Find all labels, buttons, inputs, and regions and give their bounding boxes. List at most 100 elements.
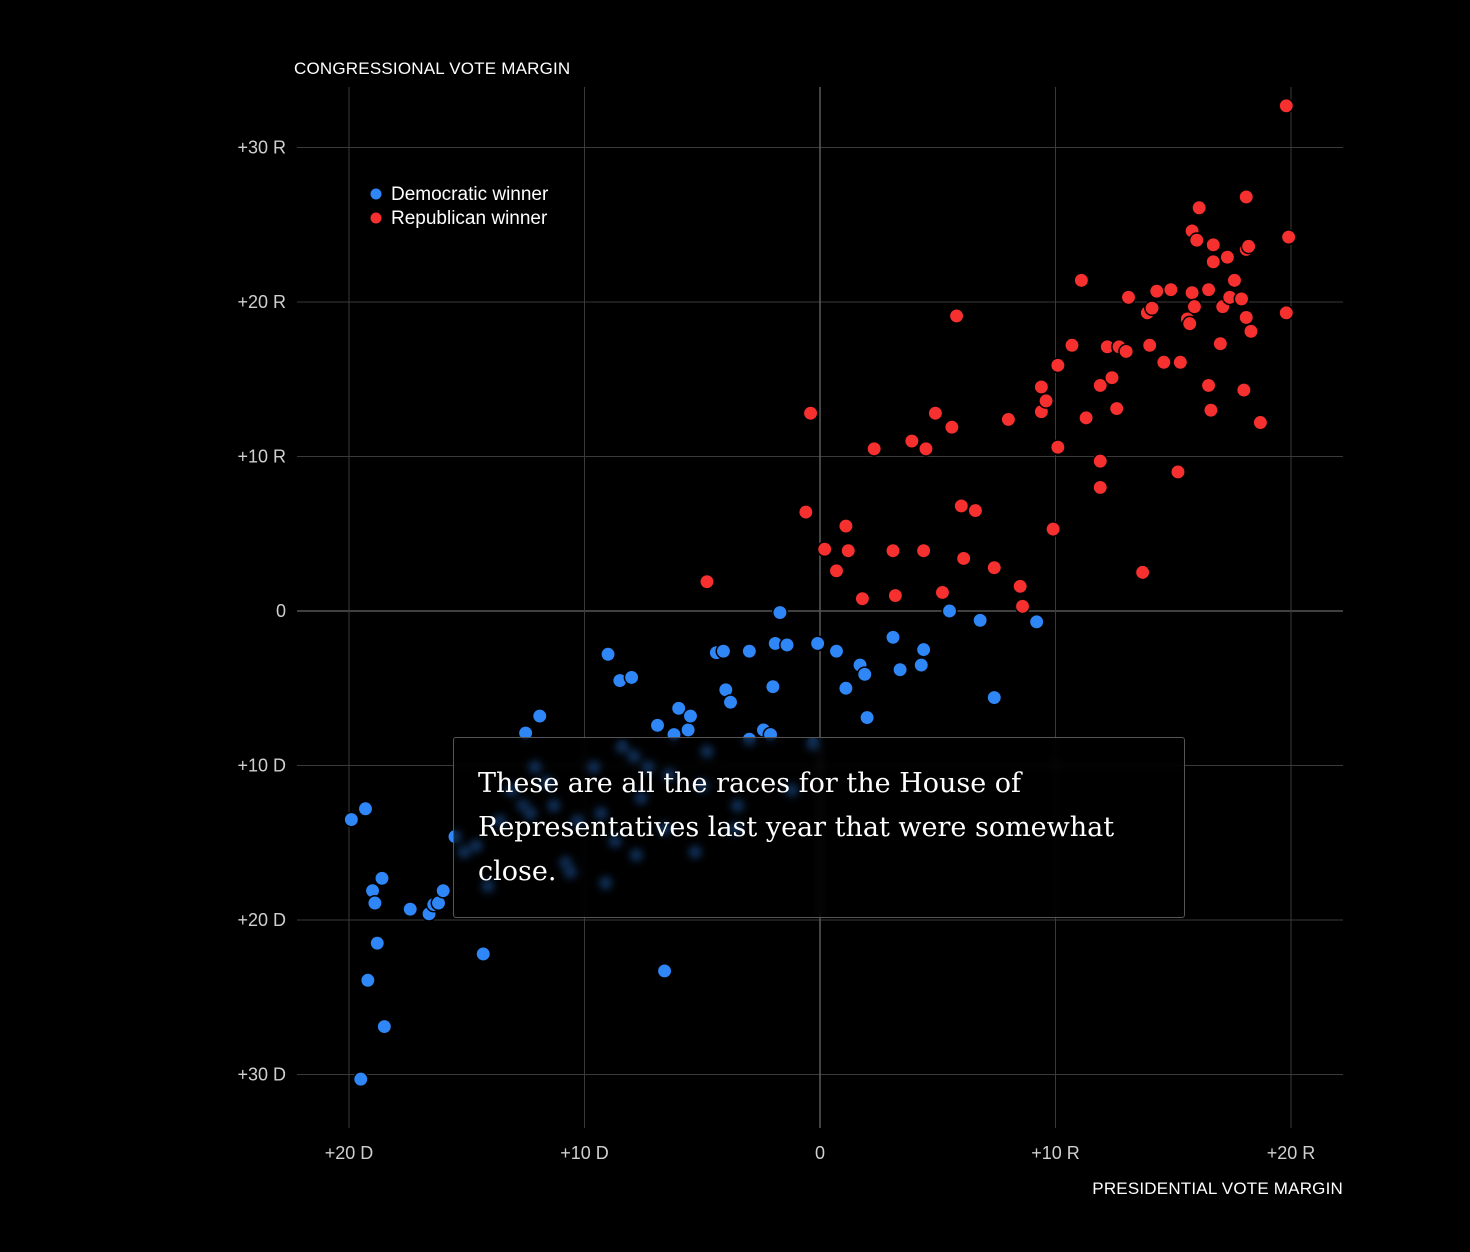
republican-point	[1188, 232, 1205, 249]
x-tick-label: 0	[815, 1143, 825, 1163]
republican-point	[699, 573, 715, 590]
republican-point	[1144, 300, 1161, 317]
democratic-point	[941, 603, 958, 619]
republican-point	[948, 307, 965, 324]
y-tick-label: +10 R	[237, 447, 286, 467]
republican-point	[866, 440, 883, 457]
republican-point	[1278, 97, 1295, 114]
republican-point	[1104, 369, 1120, 386]
democratic-point	[376, 1018, 393, 1035]
republican-point	[1240, 238, 1257, 255]
republican-point	[1205, 236, 1222, 253]
democratic-point	[366, 895, 383, 911]
republican-point	[816, 541, 833, 558]
republican-point	[1155, 354, 1172, 371]
x-tick-label: +20 D	[325, 1143, 374, 1163]
republican-point	[967, 502, 984, 519]
democratic-point	[892, 661, 909, 678]
republican-point	[1120, 289, 1137, 306]
republican-point	[1238, 188, 1255, 205]
democratic-point	[828, 643, 845, 660]
x-axis-title: PRESIDENTIAL VOTE MARGIN	[1092, 1179, 1343, 1198]
republican-point	[1118, 343, 1135, 360]
democratic-point	[682, 708, 699, 725]
gridlines	[297, 87, 1343, 1128]
republican-point	[1212, 335, 1229, 352]
republican-point	[1243, 323, 1259, 340]
democratic-point	[772, 604, 788, 621]
republican-point	[1000, 411, 1017, 428]
democratic-point	[357, 800, 374, 817]
republican-point	[1205, 253, 1222, 270]
republican-point	[1278, 304, 1295, 321]
democratic-point	[435, 882, 452, 899]
y-axis-title: CONGRESSIONAL VOTE MARGIN	[294, 59, 570, 78]
republican-point	[854, 590, 871, 607]
annotation-callout: These are all the races for the House of…	[453, 737, 1185, 918]
republican-point	[953, 497, 970, 514]
republican-point	[1148, 283, 1165, 300]
republican-point	[1181, 315, 1198, 332]
democratic-point	[352, 1071, 369, 1088]
republican-point	[1038, 392, 1055, 409]
democratic-point	[856, 666, 873, 683]
democratic-point	[680, 722, 697, 738]
democratic-point	[359, 972, 376, 989]
republican-point	[1033, 379, 1050, 395]
democratic-point	[475, 946, 492, 962]
republican-point	[1172, 354, 1189, 371]
y-tick-label: +30 D	[237, 1065, 286, 1085]
republican-point	[1200, 377, 1217, 394]
republican-point	[1049, 357, 1066, 374]
republican-point	[915, 542, 932, 559]
democratic-point	[913, 657, 930, 674]
republican-point	[1162, 281, 1179, 298]
democratic-point	[343, 811, 360, 828]
republican-point	[802, 405, 819, 422]
y-tick-label: +20 D	[237, 910, 286, 930]
democratic-point	[837, 680, 854, 697]
legend-rep-marker	[370, 212, 382, 224]
republican-point	[837, 518, 854, 534]
republican-point	[1141, 337, 1158, 354]
republican-point	[943, 419, 960, 436]
x-tick-label: +20 R	[1267, 1143, 1316, 1163]
legend-dem-marker	[370, 188, 382, 200]
democratic-point	[722, 694, 739, 711]
democratic-point	[764, 678, 781, 695]
x-tick-label: +10 D	[560, 1143, 609, 1163]
republican-point	[1170, 464, 1186, 480]
democratic-point	[741, 643, 758, 660]
republican-point	[1226, 272, 1243, 289]
republican-point	[1045, 521, 1062, 538]
republican-point	[1078, 409, 1095, 426]
x-tick-label: +10 R	[1031, 1143, 1080, 1163]
republican-point	[1191, 199, 1208, 216]
republican-point	[986, 559, 1003, 576]
y-tick-label: +20 R	[237, 292, 286, 312]
republican-point	[927, 405, 944, 422]
republican-point	[885, 542, 901, 559]
republican-point	[955, 550, 972, 567]
democratic-point	[915, 641, 932, 658]
democratic-point	[374, 870, 390, 887]
republican-point	[903, 433, 920, 449]
republican-point	[840, 542, 857, 559]
y-tick-label: +10 D	[237, 756, 286, 776]
democratic-point	[715, 643, 732, 660]
republican-point	[1092, 479, 1109, 496]
republican-point	[1014, 598, 1031, 615]
republican-point	[1092, 453, 1109, 470]
democratic-point	[809, 635, 826, 652]
legend-rep-label: Republican winner	[391, 208, 548, 229]
y-axis-ticks: +30 R +20 R +10 R 0 +10 D +20 D +30 D	[237, 138, 286, 1085]
republican-point	[1219, 249, 1236, 266]
republican-point	[1092, 377, 1109, 394]
democratic-point	[531, 708, 548, 725]
democratic-point	[986, 689, 1003, 706]
callout-text: These are all the races for the House of…	[478, 768, 1115, 887]
y-tick-label: 0	[276, 601, 286, 621]
republican-point	[1280, 229, 1297, 246]
x-axis-ticks: +20 D +10 D 0 +10 R +20 R	[325, 1143, 1316, 1163]
democratic-point	[402, 901, 419, 918]
